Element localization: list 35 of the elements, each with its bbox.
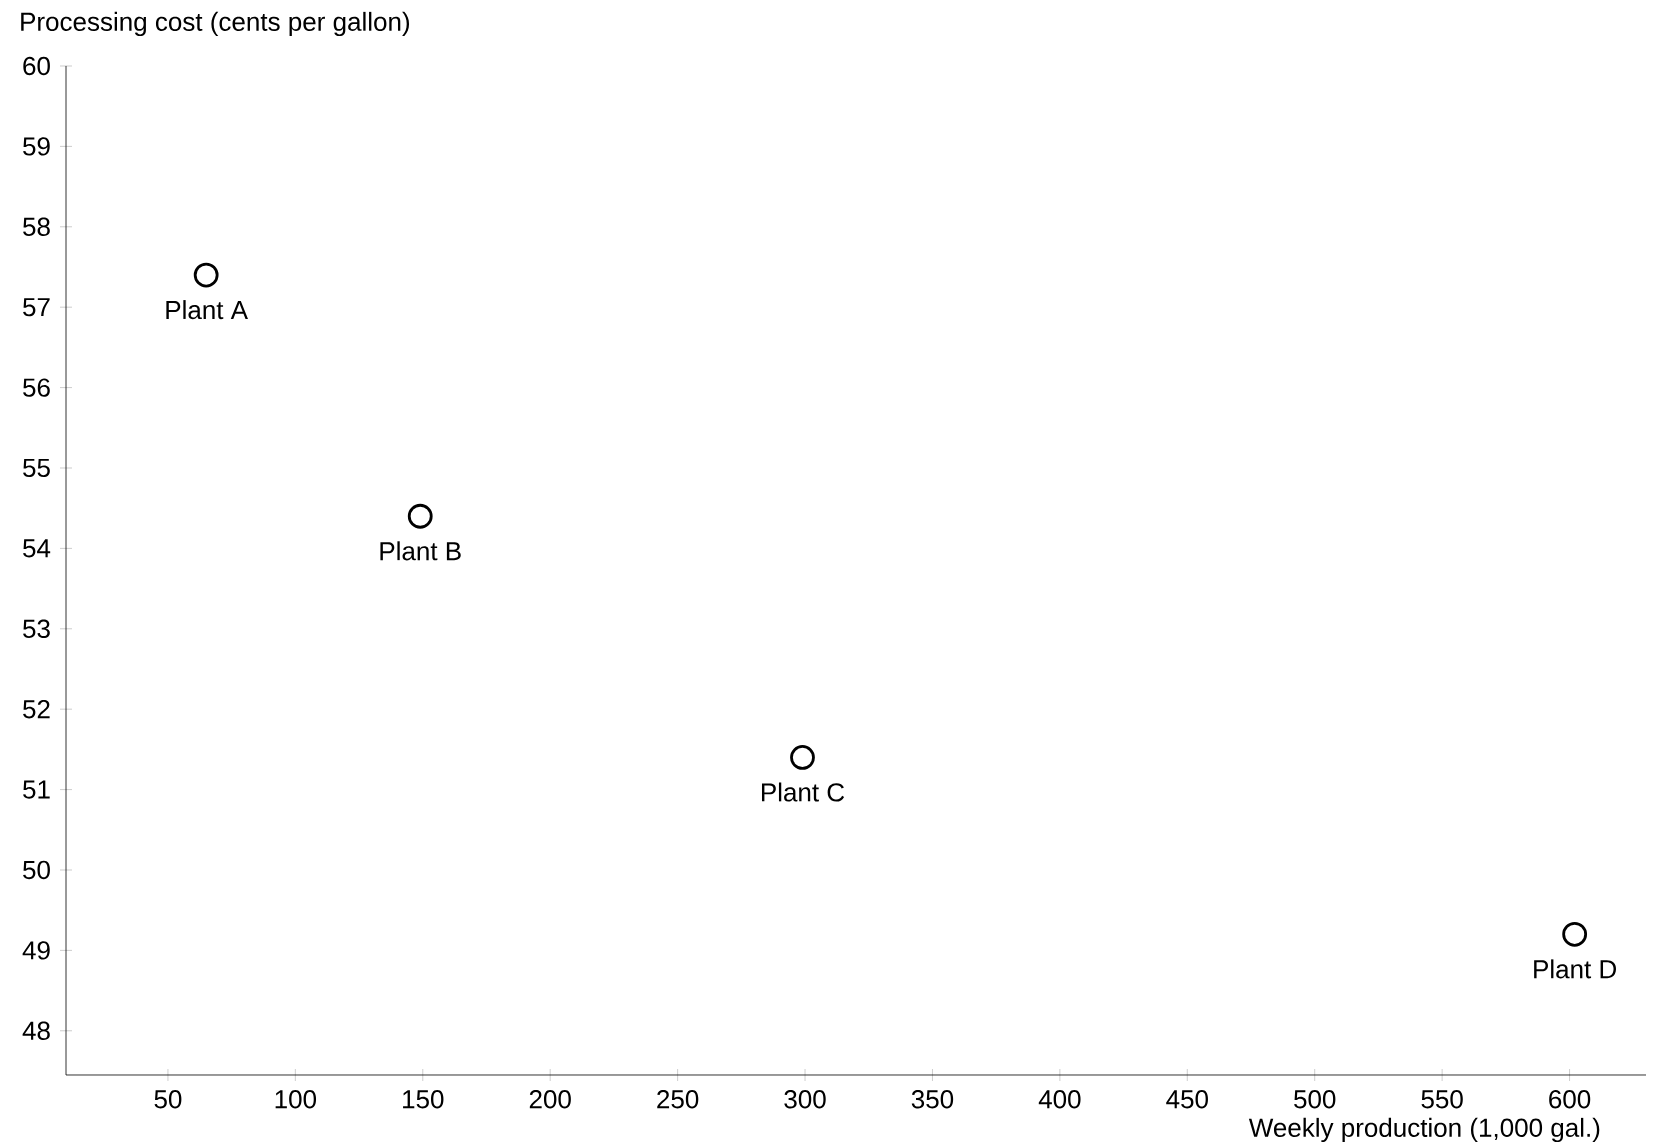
x-tick-label: 350	[911, 1090, 954, 1109]
y-tick-label: 53	[23, 619, 50, 638]
x-tick-label: 150	[403, 1090, 444, 1109]
point	[193, 262, 219, 288]
y-tick-label: 50	[23, 860, 50, 880]
x-tick-label: 450	[1166, 1090, 1208, 1109]
y-tick-label: 59	[23, 137, 50, 156]
annotation: Plant B	[380, 541, 461, 561]
x-axis-title: Weekly production (1,000 gal.)	[1248, 1117, 1600, 1143]
x-tick-label: 50	[154, 1090, 182, 1109]
annotation: Plant A	[166, 300, 248, 320]
y-tick-label: 51	[23, 780, 50, 799]
y-tick-label: 54	[23, 539, 51, 558]
x-tick-label: 400	[1038, 1090, 1081, 1109]
x-tick-label: 250	[657, 1090, 699, 1109]
x-tick-label: 550	[1421, 1090, 1463, 1109]
point	[790, 745, 815, 770]
x-tick-label: 600	[1549, 1090, 1591, 1109]
x-tick-label: 100	[275, 1090, 317, 1109]
x-tick-label: 200	[529, 1090, 571, 1109]
point	[407, 503, 433, 529]
y-tick-label: 57	[23, 298, 50, 317]
point	[1562, 921, 1588, 947]
x-tick-label: 300	[784, 1090, 826, 1109]
y-tick-label: 49	[22, 941, 50, 960]
y-tick-label: 52	[23, 699, 50, 719]
y-tick-label: 55	[23, 458, 50, 478]
y-axis-title: Processing cost (cents per gallon)	[21, 11, 410, 37]
y-tick-label: 60	[23, 56, 50, 76]
y-tick-label: 58	[23, 217, 50, 236]
annotation: Plant D	[1534, 959, 1617, 979]
y-tick-label: 48	[22, 1021, 50, 1040]
x-tick-label: 500	[1294, 1090, 1336, 1109]
annotation: Plant C	[761, 782, 845, 802]
y-tick-label: 56	[23, 378, 50, 397]
